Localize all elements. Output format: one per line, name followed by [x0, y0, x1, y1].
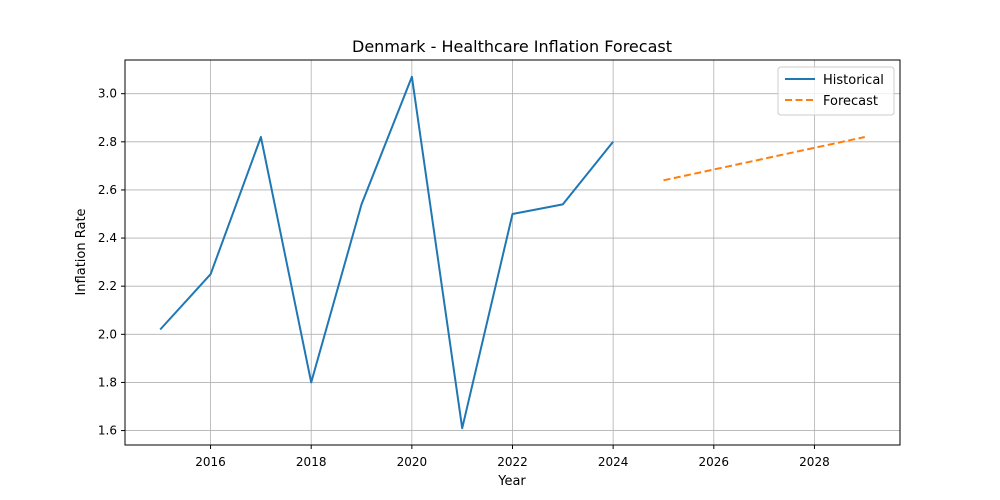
- y-tick-label: 2.2: [98, 279, 117, 293]
- y-tick-label: 3.0: [98, 87, 117, 101]
- series-line-historical: [159, 75, 614, 430]
- series-layer: [159, 75, 866, 430]
- grid: [125, 60, 900, 445]
- y-tick-label: 1.8: [98, 375, 117, 389]
- x-tick-label: 2018: [296, 455, 327, 469]
- y-axis-label: Inflation Rate: [74, 208, 89, 295]
- ticks: 2016 2018 2020 2022 2024 2026 2028 1.6 1.8 2.0 2.2…: [98, 87, 830, 469]
- legend-label-historical: Historical: [823, 73, 884, 88]
- legend-label-forecast: Forecast: [823, 94, 878, 109]
- series-line-forecast: [663, 136, 866, 182]
- y-tick-label: 1.6: [98, 424, 117, 438]
- x-tick-label: 2020: [397, 455, 428, 469]
- y-tick-label: 2.4: [98, 231, 117, 245]
- x-tick-label: 2026: [699, 455, 730, 469]
- x-tick-label: 2024: [598, 455, 629, 469]
- chart-title: Denmark - Healthcare Inflation Forecast: [352, 37, 672, 56]
- legend: Historical Forecast: [777, 66, 895, 116]
- x-tick-label: 2016: [195, 455, 226, 469]
- x-tick-label: 2028: [799, 455, 830, 469]
- y-tick-label: 2.8: [98, 135, 117, 149]
- y-tick-label: 2.0: [98, 327, 117, 341]
- x-tick-label: 2022: [497, 455, 528, 469]
- y-tick-label: 2.6: [98, 183, 117, 197]
- x-axis-label: Year: [497, 474, 526, 489]
